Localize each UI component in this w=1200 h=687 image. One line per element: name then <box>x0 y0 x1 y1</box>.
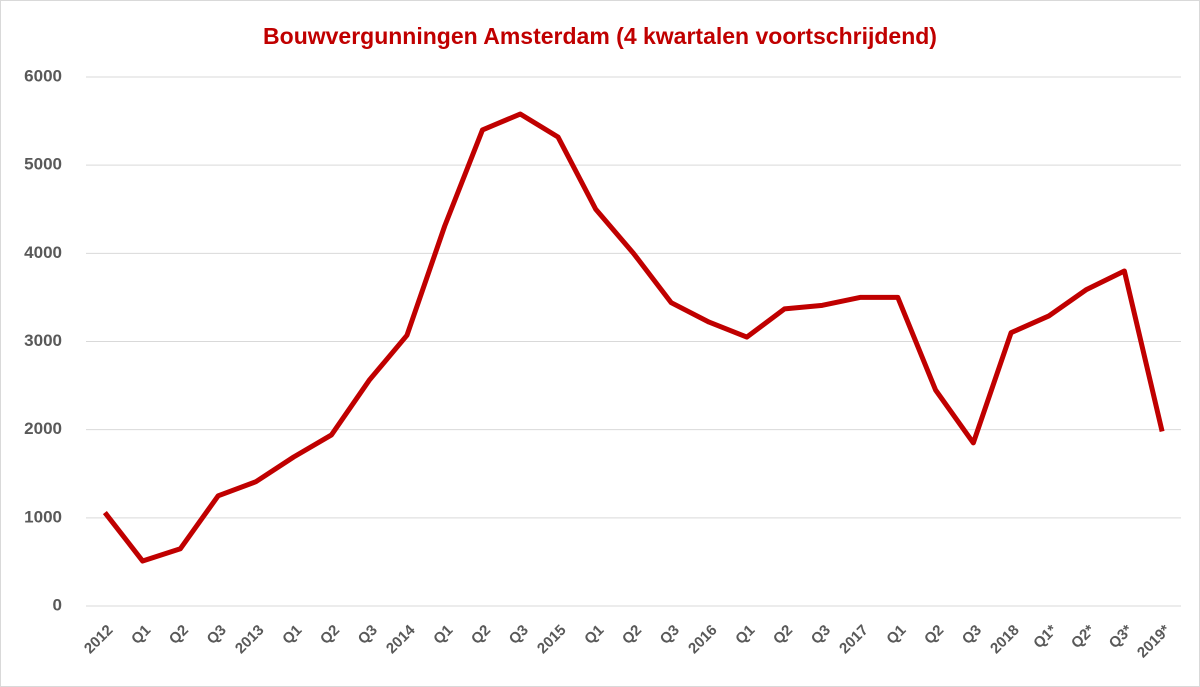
y-tick-label: 1000 <box>24 507 62 526</box>
y-tick-label: 4000 <box>24 243 62 262</box>
chart-title: Bouwvergunningen Amsterdam (4 kwartalen … <box>263 23 937 49</box>
y-tick-label: 2000 <box>24 419 62 438</box>
y-tick-label: 3000 <box>24 331 62 350</box>
y-tick-label: 6000 <box>24 66 62 85</box>
y-tick-label: 0 <box>53 595 62 614</box>
y-tick-label: 5000 <box>24 155 62 174</box>
data-line <box>102 111 1165 564</box>
